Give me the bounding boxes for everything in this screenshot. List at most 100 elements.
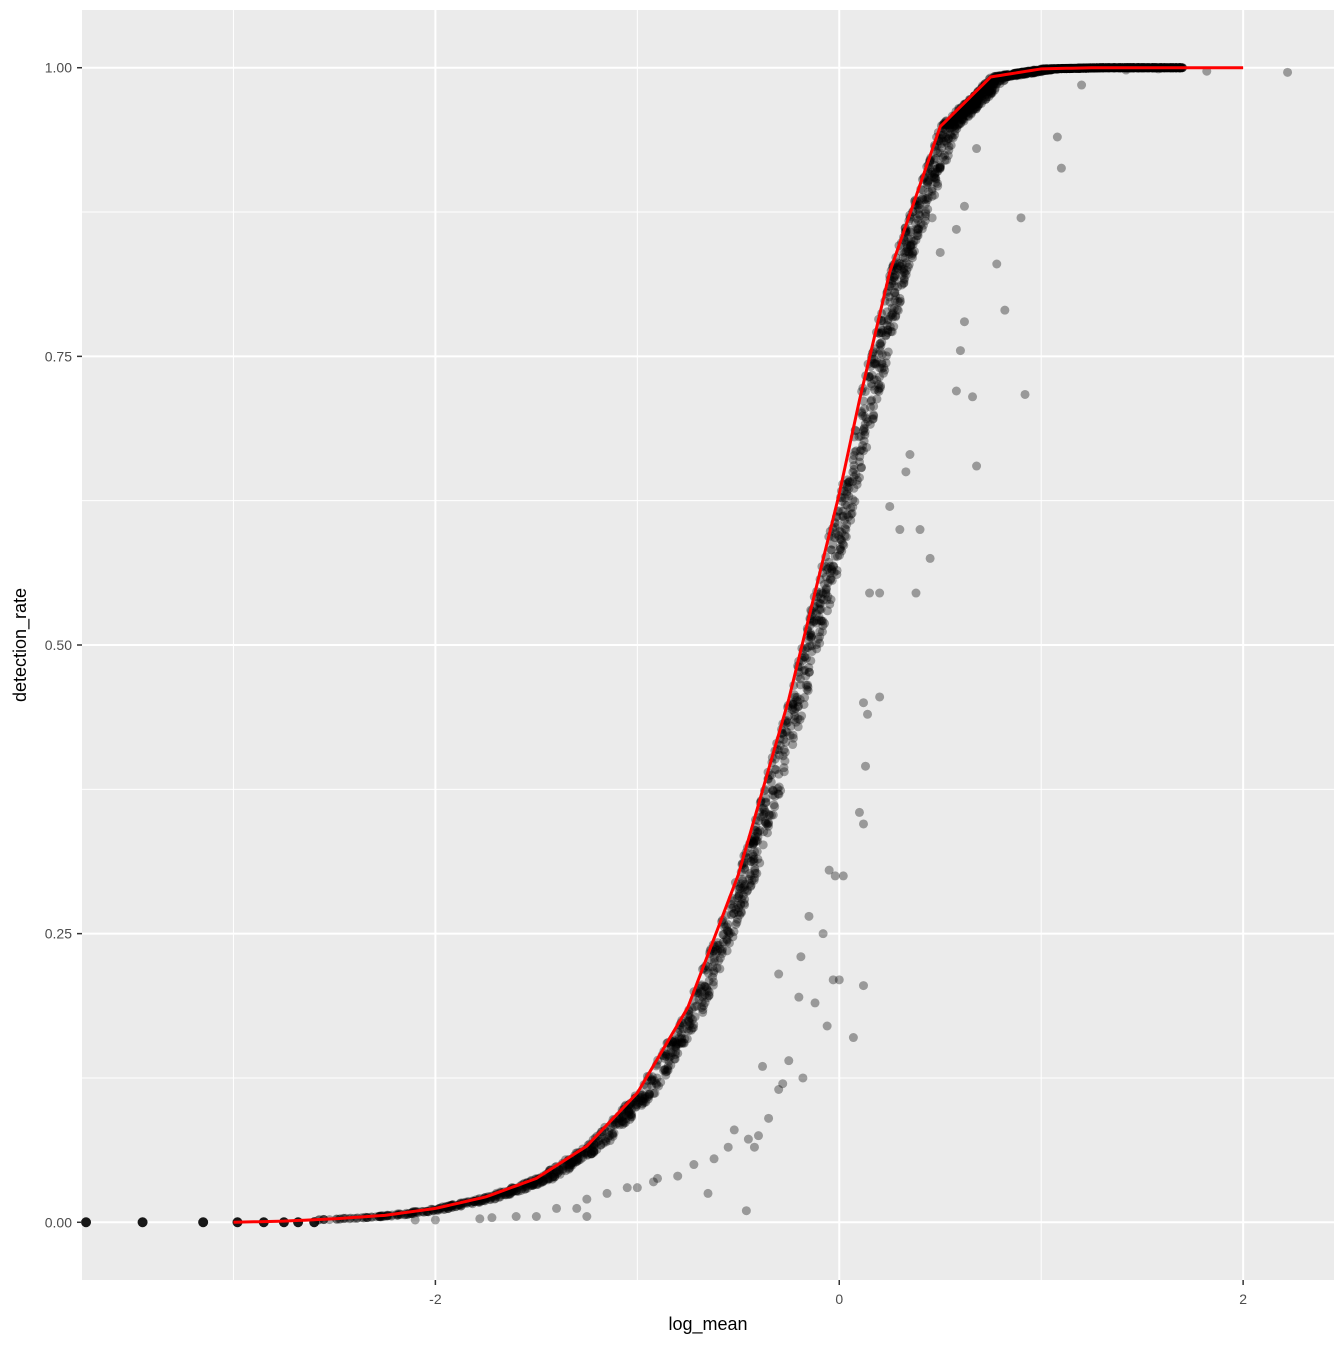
data-point [662,1050,672,1060]
data-point [778,1079,788,1089]
data-point [944,120,954,130]
data-point [722,926,732,936]
data-point [826,545,836,555]
data-point [902,242,912,252]
data-point [848,455,858,465]
data-point [733,900,743,910]
data-point [812,644,822,654]
data-point [804,631,814,641]
data-point [708,980,718,990]
data-point [915,200,925,210]
data-point [937,143,947,153]
data-point [929,172,939,182]
data-point [913,205,923,215]
data-point [662,1066,672,1076]
data-point [811,640,821,650]
data-point [973,91,983,101]
data-point [487,1213,497,1223]
data-point [801,653,811,663]
data-point [764,810,774,820]
data-point [945,124,955,134]
data-point [818,621,828,631]
data-point [947,132,957,142]
data-point [917,224,927,234]
data-point [750,863,760,873]
data-point [958,109,968,119]
data-point [661,1070,671,1080]
data-point [972,144,982,154]
data-point [855,452,865,462]
data-point [948,133,958,143]
data-point [779,767,789,777]
data-point [846,515,856,525]
data-point [801,680,811,690]
data-point [840,493,850,503]
data-point [918,192,928,202]
data-point [557,1165,567,1175]
data-point [837,527,847,537]
data-point [877,349,887,359]
data-point [990,85,1000,95]
data-point [811,609,821,619]
data-point [758,811,768,821]
data-point [609,1128,619,1138]
data-point [875,372,885,382]
data-point [957,108,967,118]
data-point [920,211,930,221]
data-point [887,279,897,289]
data-point [947,117,957,127]
data-point [798,655,808,665]
data-point [861,761,871,771]
data-point [872,394,882,404]
data-point [962,107,972,117]
data-point [867,395,877,405]
data-point [859,424,869,434]
data-point [788,698,798,708]
data-point [821,585,831,595]
data-point [589,1146,599,1156]
data-point [925,169,935,179]
data-point [1020,389,1030,399]
data-point [763,821,773,831]
data-point [754,816,764,826]
data-point [828,975,838,985]
data-point [973,94,983,104]
data-point [795,715,805,725]
data-point [949,120,959,130]
data-point [873,385,883,395]
data-point [702,993,712,1003]
data-point [778,751,788,761]
data-point [547,1172,557,1182]
data-point [410,1215,420,1225]
data-point [793,697,803,707]
data-point [860,404,870,414]
data-point [767,770,777,780]
data-point [857,408,867,418]
data-point [830,551,840,561]
data-point [570,1157,580,1167]
data-point [938,130,948,140]
data-point [967,99,977,109]
data-point [868,358,878,368]
data-point [800,665,810,675]
data-point [849,483,859,493]
data-point [694,995,704,1005]
data-point [983,85,993,95]
data-point [931,167,941,177]
data-point [848,467,858,477]
data-point [749,1142,759,1152]
data-point [933,166,943,176]
data-point [844,483,854,493]
data-point [517,1184,527,1194]
data-point [825,575,835,585]
data-point [875,363,885,373]
data-point [933,178,943,188]
data-point [816,594,826,604]
data-point [779,763,789,773]
data-point [753,832,763,842]
data-point [930,190,940,200]
data-point [737,894,747,904]
data-point [848,477,858,487]
data-point [906,234,916,244]
data-point [890,281,900,291]
